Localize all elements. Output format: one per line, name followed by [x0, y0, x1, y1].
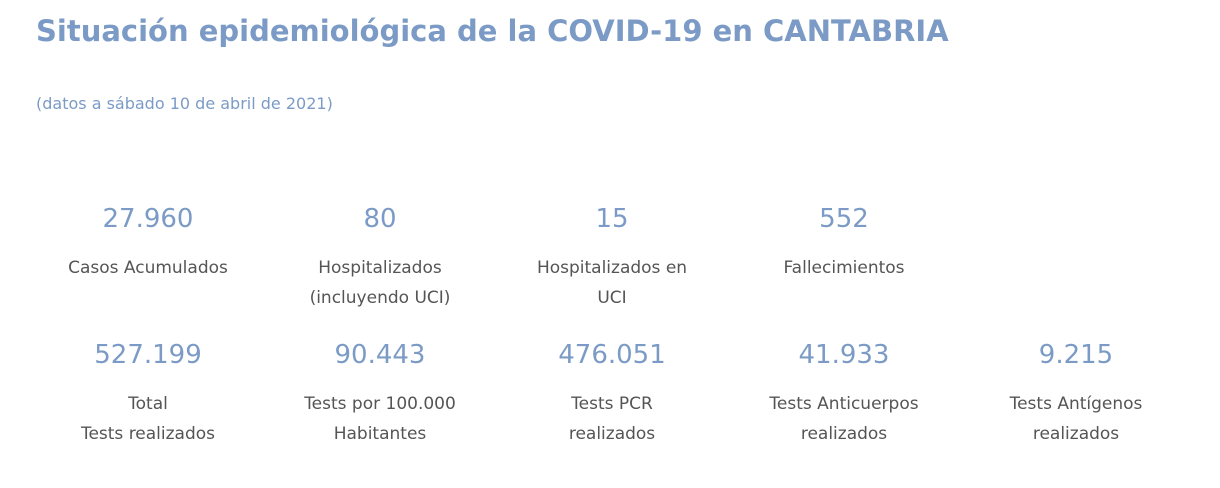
stat-label: Tests Anticuerpos realizados	[769, 394, 919, 444]
stat-hospitalizados: 80 Hospitalizados (incluyendo UCI)	[264, 202, 496, 313]
stat-value: 80	[363, 204, 397, 234]
stats-row-cases: 27.960 Casos Acumulados 80 Hospitalizado…	[32, 202, 1192, 322]
stat-label: Hospitalizados (incluyendo UCI)	[309, 258, 451, 308]
stat-tests-anticuerpos: 41.933 Tests Anticuerpos realizados	[728, 338, 960, 449]
stat-label: Tests Antígenos realizados	[1009, 394, 1143, 444]
stats-row-tests: 527.199 Total Tests realizados 90.443 Te…	[32, 338, 1192, 458]
stat-tests-antigenos: 9.215 Tests Antígenos realizados	[960, 338, 1192, 449]
stat-casos-acumulados: 27.960 Casos Acumulados	[32, 202, 264, 283]
stat-value: 476.051	[558, 340, 666, 370]
stat-tests-pcr: 476.051 Tests PCR realizados	[496, 338, 728, 449]
stat-value: 15	[595, 204, 629, 234]
stat-label: Tests PCR realizados	[568, 394, 656, 444]
page-subtitle-date: (datos a sábado 10 de abril de 2021)	[36, 94, 333, 113]
stat-fallecimientos: 552 Fallecimientos	[728, 202, 960, 283]
stat-total-tests: 527.199 Total Tests realizados	[32, 338, 264, 449]
stat-value: 9.215	[1038, 340, 1114, 370]
stat-value: 90.443	[334, 340, 426, 370]
stat-value: 41.933	[798, 340, 890, 370]
stat-hospitalizados-uci: 15 Hospitalizados en UCI	[496, 202, 728, 313]
stat-value: 27.960	[102, 204, 194, 234]
stat-tests-per-100000: 90.443 Tests por 100.000 Habitantes	[264, 338, 496, 449]
stat-label: Tests por 100.000 Habitantes	[304, 394, 456, 444]
stat-label: Fallecimientos	[783, 258, 905, 278]
stat-value: 552	[819, 204, 869, 234]
stat-value: 527.199	[94, 340, 202, 370]
page-title: Situación epidemiológica de la COVID-19 …	[36, 14, 949, 48]
stat-label: Casos Acumulados	[68, 258, 228, 278]
stat-label: Total Tests realizados	[80, 394, 216, 444]
stat-label: Hospitalizados en UCI	[536, 258, 688, 308]
